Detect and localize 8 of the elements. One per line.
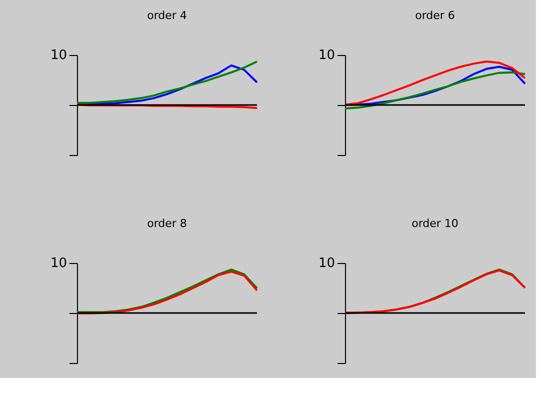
text: 10 xyxy=(318,256,335,271)
text: 10 xyxy=(50,256,67,271)
text: 10 xyxy=(318,48,335,63)
chart-title: order 4 xyxy=(147,9,187,22)
chart-title: order 6 xyxy=(415,9,455,22)
chart-title: order 8 xyxy=(147,217,187,230)
chart-title: order 10 xyxy=(412,217,458,230)
text: 10 xyxy=(50,48,67,63)
